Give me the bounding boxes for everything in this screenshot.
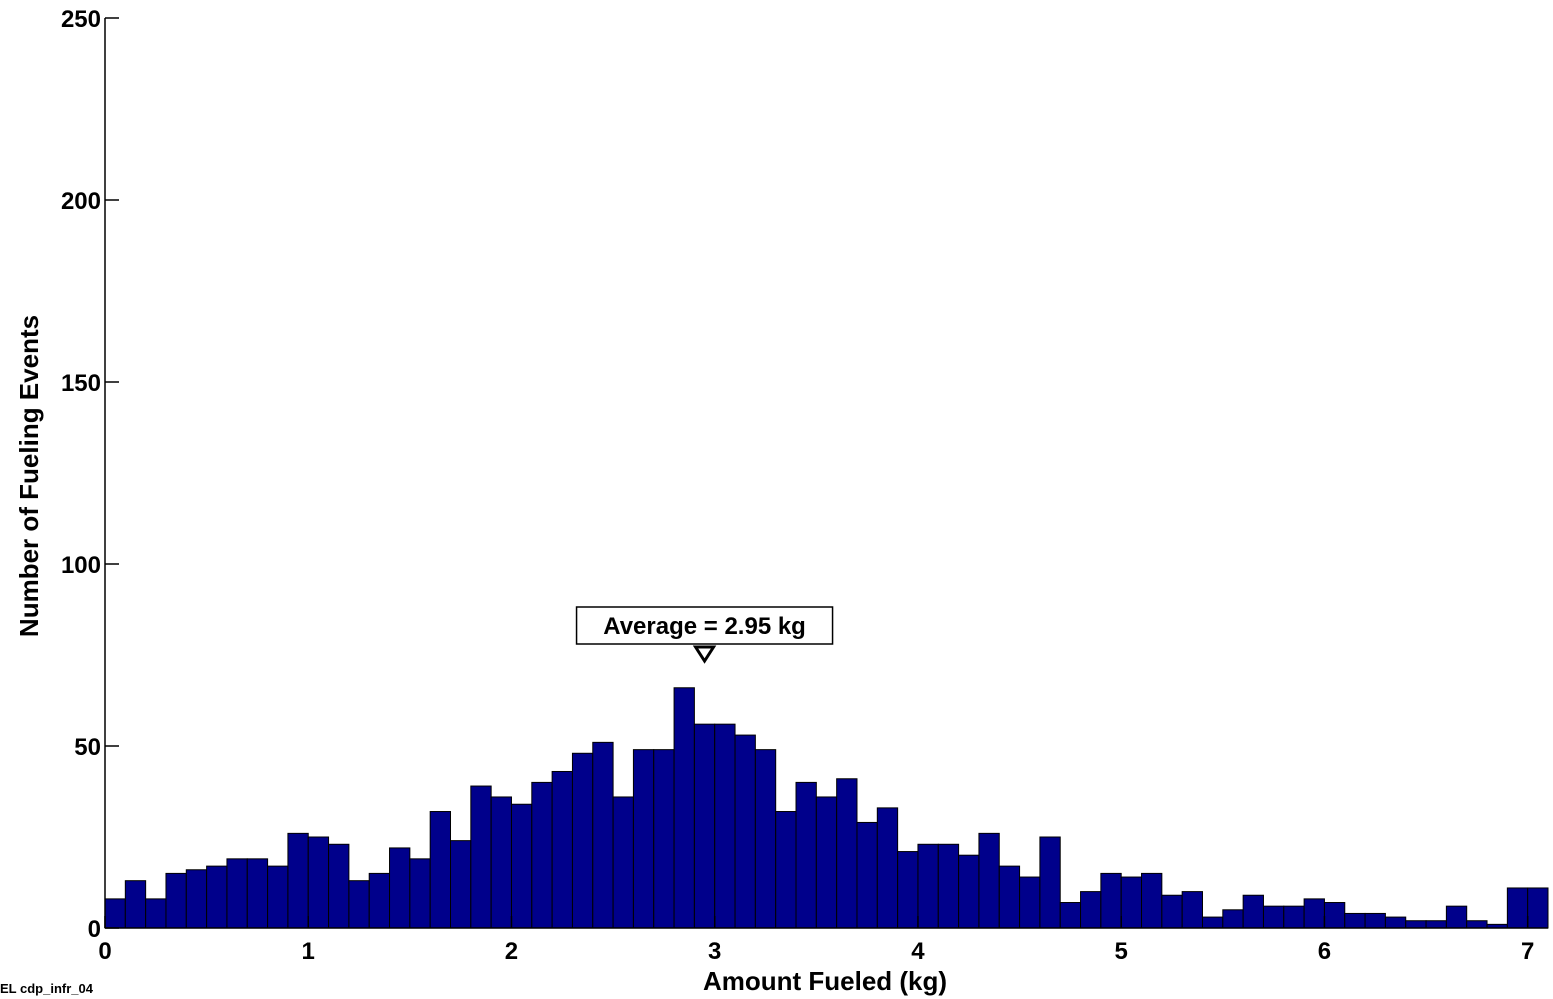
histogram-bar [998, 865, 1021, 929]
histogram-bar [246, 858, 269, 929]
y-tick-label: 100 [61, 552, 101, 579]
histogram-bar [714, 723, 736, 929]
histogram-bar [1303, 898, 1325, 929]
x-tick-label: 1 [302, 938, 315, 965]
histogram-bar [958, 854, 980, 929]
histogram-bar [897, 851, 919, 929]
y-tick-label: 0 [88, 916, 101, 943]
average-annotation-box [575, 606, 834, 645]
histogram-bar [1445, 905, 1468, 929]
histogram-bar [978, 832, 1000, 929]
histogram-bar [795, 781, 817, 929]
x-axis-title: Amount Fueled (kg) [703, 966, 947, 996]
histogram-bar [937, 843, 960, 929]
y-axis-ticks: 0 50 100 150 200 250 [61, 6, 119, 943]
average-marker-icon [692, 645, 717, 664]
histogram-bar [754, 749, 777, 929]
y-tick-label: 200 [61, 188, 101, 215]
footer-label: EL cdp_infr_04 [0, 981, 94, 996]
histogram-bar [510, 803, 533, 929]
histogram-bar [1141, 872, 1163, 929]
histogram-bar [1019, 876, 1041, 929]
histogram-bar [368, 872, 391, 929]
x-tick-label: 5 [1115, 938, 1128, 965]
histogram-bar [1466, 920, 1488, 929]
histogram-bar [856, 821, 878, 929]
histogram-bar [185, 869, 208, 929]
x-tick-label: 7 [1521, 938, 1534, 965]
x-tick-label: 4 [911, 938, 925, 965]
x-tick-label: 6 [1318, 938, 1331, 965]
histogram-bar [551, 770, 573, 929]
y-tick-label: 150 [61, 370, 101, 397]
histogram-bar [1364, 912, 1386, 929]
histogram-bar [165, 872, 187, 929]
histogram-bar [1405, 920, 1427, 929]
histogram-bar [1283, 905, 1305, 929]
average-annotation: Average = 2.95 kg [575, 606, 834, 664]
histogram-bar [917, 843, 939, 929]
y-tick-label: 50 [74, 734, 101, 761]
bars-group [104, 687, 1549, 929]
histogram-bar [1161, 894, 1183, 929]
histogram-bar [693, 723, 716, 929]
histogram-bar [328, 843, 350, 929]
histogram-bar [1039, 836, 1061, 929]
x-axis-ticks: 0 1 2 3 4 5 6 7 [98, 916, 1534, 965]
histogram-bar [470, 785, 492, 929]
x-tick-label: 2 [505, 938, 518, 965]
histogram-bar [836, 778, 858, 929]
histogram-bar [1181, 891, 1203, 929]
histogram-bar [450, 840, 472, 929]
histogram-bar [571, 752, 594, 929]
histogram-bar [226, 858, 248, 929]
histogram-bar [775, 811, 797, 929]
histogram-bar [1323, 902, 1346, 929]
histogram-bar [145, 898, 167, 929]
histogram-bar [307, 836, 330, 929]
histogram-bar [1222, 909, 1244, 929]
histogram-bar [1425, 920, 1447, 929]
histogram-bar [673, 687, 695, 929]
histogram-bar [632, 749, 655, 929]
histogram-bar [1262, 905, 1285, 929]
histogram-bar [876, 807, 899, 929]
histogram-bar [490, 796, 512, 929]
x-tick-label: 0 [98, 938, 111, 965]
histogram-bar [653, 749, 675, 929]
average-annotation-label: Average = 2.95 kg [603, 613, 806, 640]
histogram-bar [267, 865, 289, 929]
histogram-bar [815, 796, 838, 929]
histogram-bar [1506, 887, 1529, 929]
histogram-bar [1527, 887, 1549, 929]
histogram-bar [1100, 872, 1122, 929]
histogram-bar [1120, 876, 1143, 929]
histogram-bar [104, 898, 126, 929]
histogram-bar [1242, 894, 1264, 929]
x-tick-label: 3 [708, 938, 721, 965]
histogram-bar [389, 847, 411, 929]
histogram-bar [206, 865, 228, 929]
y-tick-label: 250 [61, 6, 101, 33]
histogram-bar [1344, 912, 1366, 929]
histogram-bar [592, 741, 614, 929]
histogram-bar [287, 832, 309, 929]
histogram-bar [348, 880, 370, 929]
histogram-bar [1384, 916, 1407, 929]
histogram-bar [1080, 891, 1102, 929]
histogram-bar [612, 796, 634, 929]
histogram-bar [734, 734, 756, 929]
histogram-bar [429, 811, 452, 929]
y-axis-title: Number of Fueling Events [14, 315, 44, 637]
histogram-bar [531, 781, 553, 929]
histogram-bar [124, 880, 147, 929]
histogram-bar [1059, 902, 1082, 929]
histogram-bar [1201, 916, 1224, 929]
histogram-bar [409, 858, 431, 929]
